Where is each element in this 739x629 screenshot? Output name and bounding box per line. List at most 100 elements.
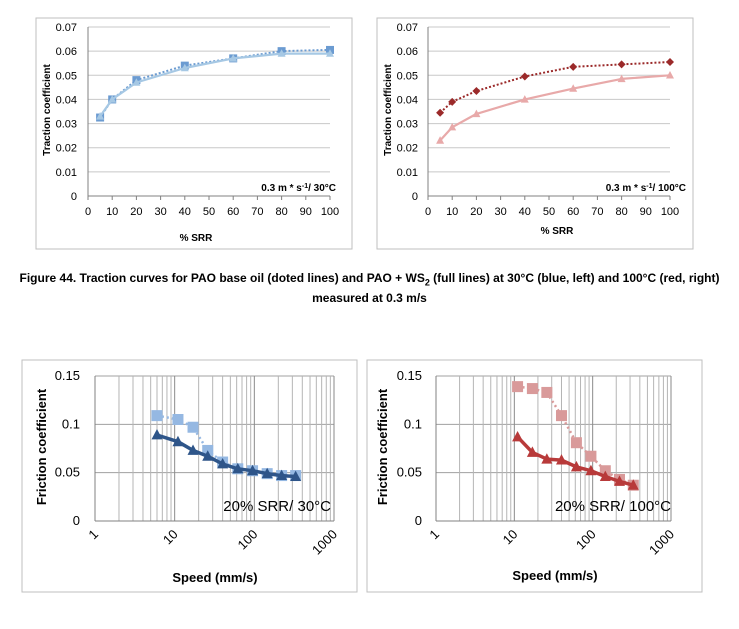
x-tick-label: 10 [446, 206, 458, 218]
series-0-point [187, 421, 199, 433]
chart-3-frame [21, 359, 358, 593]
y-tick-label: 0.04 [56, 94, 77, 106]
chart-1-annotation: 0.3 m * s-1/ 30°C [261, 183, 336, 195]
y-tick-label: 0 [415, 513, 422, 528]
chart-3-annotation: 20% SRR/ 30°C [223, 498, 331, 515]
series-1-point [599, 470, 611, 481]
series-1-point [555, 454, 567, 465]
x-tick-label: 20 [130, 206, 142, 218]
series-1-point [132, 78, 141, 86]
chart-2-x-ticks: 0 10 20 30 40 50 60 70 80 90 100 [425, 206, 679, 218]
series-1-point [276, 469, 288, 481]
y-tick-label: 0.01 [397, 167, 418, 179]
series-1-point [261, 467, 273, 479]
chart-4-frame [366, 359, 703, 593]
chart-3-xlabel: Speed (mm/s) [172, 570, 257, 585]
series-0-point [541, 386, 553, 398]
chart-4-xlabel: Speed (mm/s) [512, 568, 597, 583]
series-0-point [436, 108, 445, 117]
x-tick-label: 80 [615, 206, 627, 218]
caption-line-1: Figure 44. Traction curves for PAO base … [19, 271, 720, 288]
x-tick-label: 70 [591, 206, 603, 218]
chart-2-y-ticks: 0 0.01 0.02 0.03 0.04 0.05 0.06 0.07 [397, 22, 418, 203]
y-tick-label: 0.02 [56, 143, 77, 155]
series-1-point [520, 95, 529, 103]
chart-3-y-ticks: 0 0.05 0.1 0.15 [55, 368, 80, 528]
series-0-point [569, 62, 578, 71]
y-tick-label: 0.02 [397, 143, 418, 155]
series-1-point [108, 95, 117, 103]
x-tick-label: 60 [567, 206, 579, 218]
chart-3-series [151, 410, 302, 482]
series-0-point [555, 410, 567, 422]
chart-1-traction-30c: 0 0.01 0.02 0.03 0.04 0.05 0.06 0.07 0 10 20 30 40 5… [35, 17, 353, 250]
chart-1-x-ticks: 0 10 20 30 40 50 60 70 80 90 100 [85, 206, 339, 218]
chart-3-axes [94, 376, 334, 522]
chart-4-series [512, 381, 639, 491]
series-1-point [247, 464, 259, 476]
series-1-point [290, 470, 302, 481]
x-tick-label: 0 [85, 206, 91, 218]
chart-1-frame [35, 17, 353, 250]
chart-4-annotation: 20% SRR/ 100°C [555, 498, 671, 515]
series-1-point [448, 122, 457, 131]
x-tick-label: 80 [275, 206, 287, 218]
y-tick-label: 0 [71, 191, 77, 203]
series-1-point [666, 70, 674, 79]
chart-1-y-ticks: 0 0.01 0.02 0.03 0.04 0.05 0.06 0.07 [56, 22, 77, 203]
chart-4-ylabel: Friction coefficient [375, 388, 390, 505]
series-0-point [512, 381, 524, 393]
x-tick-label: 30 [154, 206, 166, 218]
y-tick-label: 0.05 [397, 70, 418, 82]
chart-2-xlabel: % SRR [541, 226, 575, 237]
chart-2-axes [427, 27, 671, 200]
chart-3-friction-30c: 00.050.10.15 1 10 100 1000 Friction coeffic… [21, 359, 358, 593]
chart-4-grid [435, 375, 672, 522]
y-tick-label: 0.01 [56, 167, 77, 179]
chart-2-frame [376, 17, 694, 250]
series-1-point [526, 446, 538, 457]
series-1-point [585, 464, 597, 476]
chart-4-axes [435, 376, 671, 522]
x-tick-label: 0 [425, 206, 431, 218]
series-1-point [172, 435, 184, 447]
chart-1-series [96, 45, 334, 122]
y-tick-label: 0.03 [56, 119, 77, 131]
series-1-line [156, 433, 296, 479]
series-1-point [627, 479, 639, 490]
series-1-point [436, 136, 445, 144]
chart-1-xlabel: % SRR [180, 233, 214, 244]
chart-2-series [436, 58, 674, 144]
series-1-point [613, 475, 625, 486]
y-tick-label: 0.07 [397, 22, 418, 34]
x-tick-label: 40 [179, 206, 191, 218]
chart-4-friction-100c: 00.050.10.15 1 10 100 1000 Friction coeffic… [366, 359, 703, 593]
x-tick-label: 10 [106, 206, 118, 218]
x-tick-label: 30 [494, 206, 506, 218]
x-tick-label: 20 [470, 206, 482, 218]
series-0-point [526, 383, 538, 395]
series-1-point [202, 450, 214, 461]
chart-2-ylabel: Traction coefficient [383, 63, 394, 155]
series-1-point [541, 453, 553, 464]
x-tick-label: 70 [251, 206, 263, 218]
series-1-point [96, 112, 105, 120]
series-1-point [277, 49, 286, 57]
series-1-point [232, 462, 244, 474]
series-1-point [180, 63, 189, 72]
x-tick-label: 100 [661, 206, 679, 218]
series-1-point [569, 84, 578, 92]
series-0-point [666, 58, 674, 67]
y-tick-label: 0 [412, 191, 418, 203]
x-tick-label: 60 [227, 206, 239, 218]
y-tick-label: 0.06 [397, 46, 418, 58]
series-1-point [472, 109, 481, 118]
y-tick-label: 0.1 [404, 416, 422, 431]
series-1-point [617, 74, 626, 83]
chart-4-y-ticks: 0 0.05 0.1 0.15 [397, 368, 422, 528]
y-tick-label: 0.1 [62, 416, 80, 431]
y-tick-label: 0.05 [55, 465, 80, 480]
series-1-point [187, 444, 199, 455]
chart-1-ylabel: Traction coefficient [42, 63, 53, 155]
y-tick-label: 0 [73, 513, 80, 528]
